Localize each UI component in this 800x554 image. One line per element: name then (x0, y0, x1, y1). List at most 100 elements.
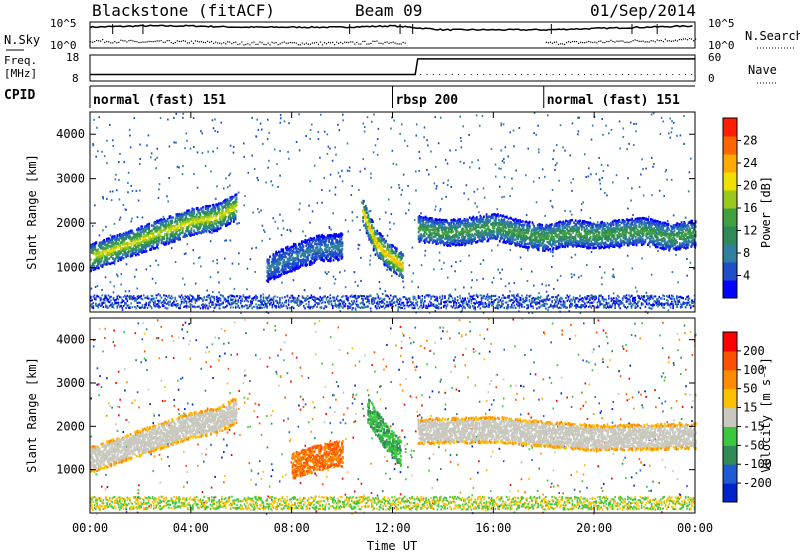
data-cell (288, 157, 290, 160)
data-cell (113, 260, 116, 263)
data-cell (552, 235, 555, 239)
data-cell (196, 151, 199, 154)
data-cell (508, 242, 511, 245)
noise-search-point (221, 43, 223, 45)
data-cell (187, 217, 189, 221)
data-cell (474, 202, 476, 205)
data-cell (579, 219, 581, 223)
data-cell (526, 249, 529, 252)
data-cell (423, 234, 426, 238)
data-cell (557, 246, 559, 250)
data-cell (267, 311, 270, 314)
data-cell (135, 268, 138, 271)
noise-search-point (612, 40, 614, 43)
data-cell (184, 224, 187, 227)
data-cell (376, 241, 379, 245)
data-cell (227, 215, 230, 219)
data-cell (379, 239, 381, 242)
noise-search-point (630, 41, 632, 43)
data-cell (490, 223, 493, 226)
data-cell (603, 191, 606, 194)
data-cell (513, 282, 516, 285)
noise-search-point (600, 40, 602, 42)
data-cell (95, 241, 98, 245)
data-cell (651, 194, 653, 197)
data-cell (354, 280, 357, 283)
data-cell (131, 189, 134, 192)
data-cell (519, 235, 521, 238)
data-cell (172, 237, 174, 240)
data-cell (429, 216, 431, 220)
data-cell (117, 245, 120, 249)
data-cell (299, 202, 301, 205)
data-cell (373, 113, 375, 116)
data-cell (445, 234, 447, 238)
data-cell (108, 237, 111, 241)
data-cell (140, 232, 143, 235)
freq-right-tick-bottom: 0 (708, 72, 715, 85)
data-cell (402, 286, 405, 289)
data-cell (426, 217, 429, 221)
noise-search-point (555, 41, 558, 43)
data-cell (190, 210, 193, 213)
data-cell (483, 196, 486, 199)
nave-point (489, 74, 491, 75)
data-cell (540, 244, 543, 247)
data-cell (279, 149, 281, 152)
data-cell (516, 228, 519, 232)
freq-left-tick-bottom: 8 (72, 72, 79, 85)
noise-search-point (98, 40, 100, 42)
data-cell (577, 240, 580, 243)
data-cell (105, 263, 108, 266)
data-cell (635, 130, 637, 133)
data-cell (400, 193, 402, 196)
data-cell (270, 180, 273, 183)
data-cell (170, 247, 173, 250)
data-cell (475, 225, 477, 228)
freq-left-label-1: Freq. (4, 54, 37, 67)
data-cell (251, 116, 253, 119)
data-cell (362, 202, 365, 205)
noise-search-point (366, 43, 368, 45)
data-cell (347, 230, 350, 233)
data-cell (295, 140, 298, 143)
data-cell (153, 235, 156, 238)
data-cell (433, 182, 436, 185)
data-cell (449, 241, 452, 245)
data-cell (524, 229, 527, 232)
data-cell (504, 236, 506, 239)
noise-search-point (561, 43, 564, 45)
data-cell (462, 228, 465, 232)
data-cell (142, 227, 145, 231)
data-cell (123, 242, 126, 245)
data-cell (589, 235, 592, 239)
data-cell (476, 232, 479, 236)
data-cell (487, 239, 490, 242)
freq-panel-frame (89, 54, 696, 82)
noise-search-point (104, 41, 106, 44)
data-cell (357, 284, 359, 287)
noise-search-point (166, 40, 168, 42)
noise-search-point (124, 40, 126, 42)
data-cell (558, 227, 561, 231)
noise-search-point (586, 41, 588, 43)
data-cell (136, 252, 139, 256)
data-cell (593, 232, 596, 236)
data-cell (122, 232, 125, 236)
data-cell (581, 226, 583, 229)
data-cell (402, 280, 404, 283)
data-cell (119, 243, 121, 246)
data-cell (522, 238, 525, 241)
data-cell (375, 238, 378, 242)
data-cell (515, 224, 518, 228)
data-cell (465, 233, 468, 236)
data-cell (550, 226, 552, 230)
data-cell (206, 204, 209, 208)
data-cell (467, 237, 470, 241)
data-cell (334, 186, 337, 189)
data-cell (199, 256, 201, 259)
data-cell (487, 218, 490, 221)
data-cell (212, 203, 215, 207)
data-cell (148, 245, 151, 248)
data-cell (128, 250, 131, 253)
